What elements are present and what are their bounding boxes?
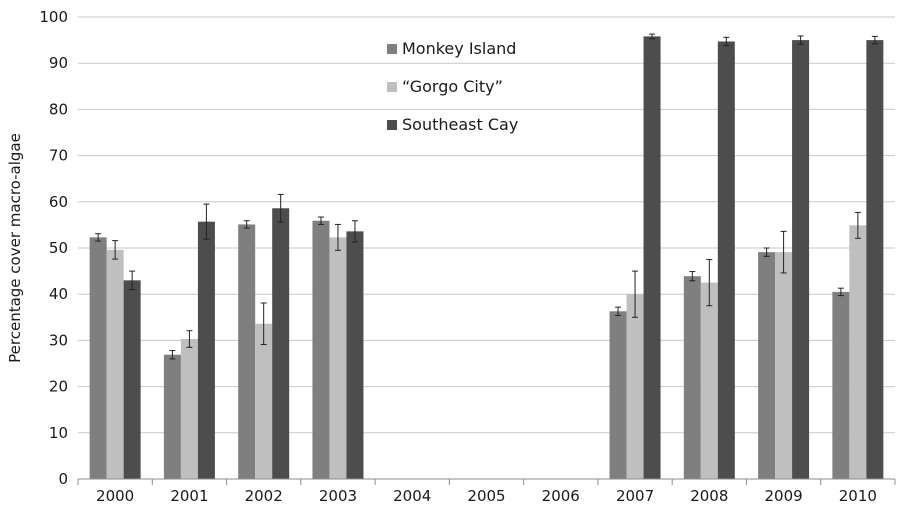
bar (758, 252, 776, 479)
bar (849, 225, 867, 479)
y-tick-label: 30 (49, 331, 68, 349)
bar (197, 221, 215, 479)
bar (312, 220, 330, 479)
y-tick-label: 50 (49, 239, 68, 257)
bar (89, 237, 107, 479)
bar (329, 237, 347, 479)
x-tick-label: 2002 (245, 487, 283, 505)
y-tick-label: 80 (49, 100, 68, 118)
y-tick-label: 20 (49, 378, 68, 396)
bar (832, 291, 850, 479)
bar (346, 231, 364, 479)
bar (180, 339, 198, 479)
legend-swatch (387, 82, 397, 92)
x-tick-label: 2009 (764, 487, 802, 505)
bar (866, 40, 884, 479)
x-tick-label: 2010 (839, 487, 877, 505)
bar (792, 40, 810, 479)
error-bars (95, 33, 878, 360)
bar (106, 249, 124, 479)
legend-label: Monkey Island (402, 39, 516, 58)
bar (609, 311, 627, 479)
x-tick-label: 2006 (542, 487, 580, 505)
y-tick-label: 10 (49, 424, 68, 442)
bars (89, 36, 884, 480)
bar (272, 208, 290, 479)
legend-label: “Gorgo City” (402, 77, 503, 96)
bar (123, 280, 141, 479)
y-tick-label: 0 (58, 470, 68, 488)
y-tick-label: 70 (49, 147, 68, 165)
y-tick-label: 100 (39, 8, 68, 26)
x-tick-label: 2008 (690, 487, 728, 505)
y-tick-label: 40 (49, 285, 68, 303)
legend: Monkey Island “Gorgo City” Southeast Cay (387, 39, 518, 134)
bar (643, 36, 661, 480)
bar (700, 282, 718, 479)
legend-label: Southeast Cay (402, 115, 518, 134)
bar (255, 323, 273, 479)
bar (717, 41, 735, 480)
x-tick-label: 2004 (393, 487, 431, 505)
y-tick-label: 90 (49, 54, 68, 72)
x-tick-label: 2001 (170, 487, 208, 505)
y-tick-label: 60 (49, 193, 68, 211)
y-axis-ticks: 0 10 20 30 40 50 60 70 80 90 100 (39, 8, 68, 488)
x-tick-label: 2000 (96, 487, 134, 505)
x-tick-label: 2003 (319, 487, 357, 505)
legend-swatch (387, 44, 397, 54)
x-tick-label: 2005 (467, 487, 505, 505)
bar (775, 252, 793, 479)
bar (163, 354, 181, 479)
y-axis-title: Percentage cover macro-algae (6, 133, 24, 363)
x-axis-ticks: 2000 2001 2002 2003 2004 2005 2006 2007 2008 2009… (77, 479, 896, 505)
bar (626, 294, 644, 479)
bar (683, 276, 701, 479)
x-tick-label: 2007 (616, 487, 654, 505)
bar (238, 224, 256, 479)
legend-swatch (387, 120, 397, 130)
